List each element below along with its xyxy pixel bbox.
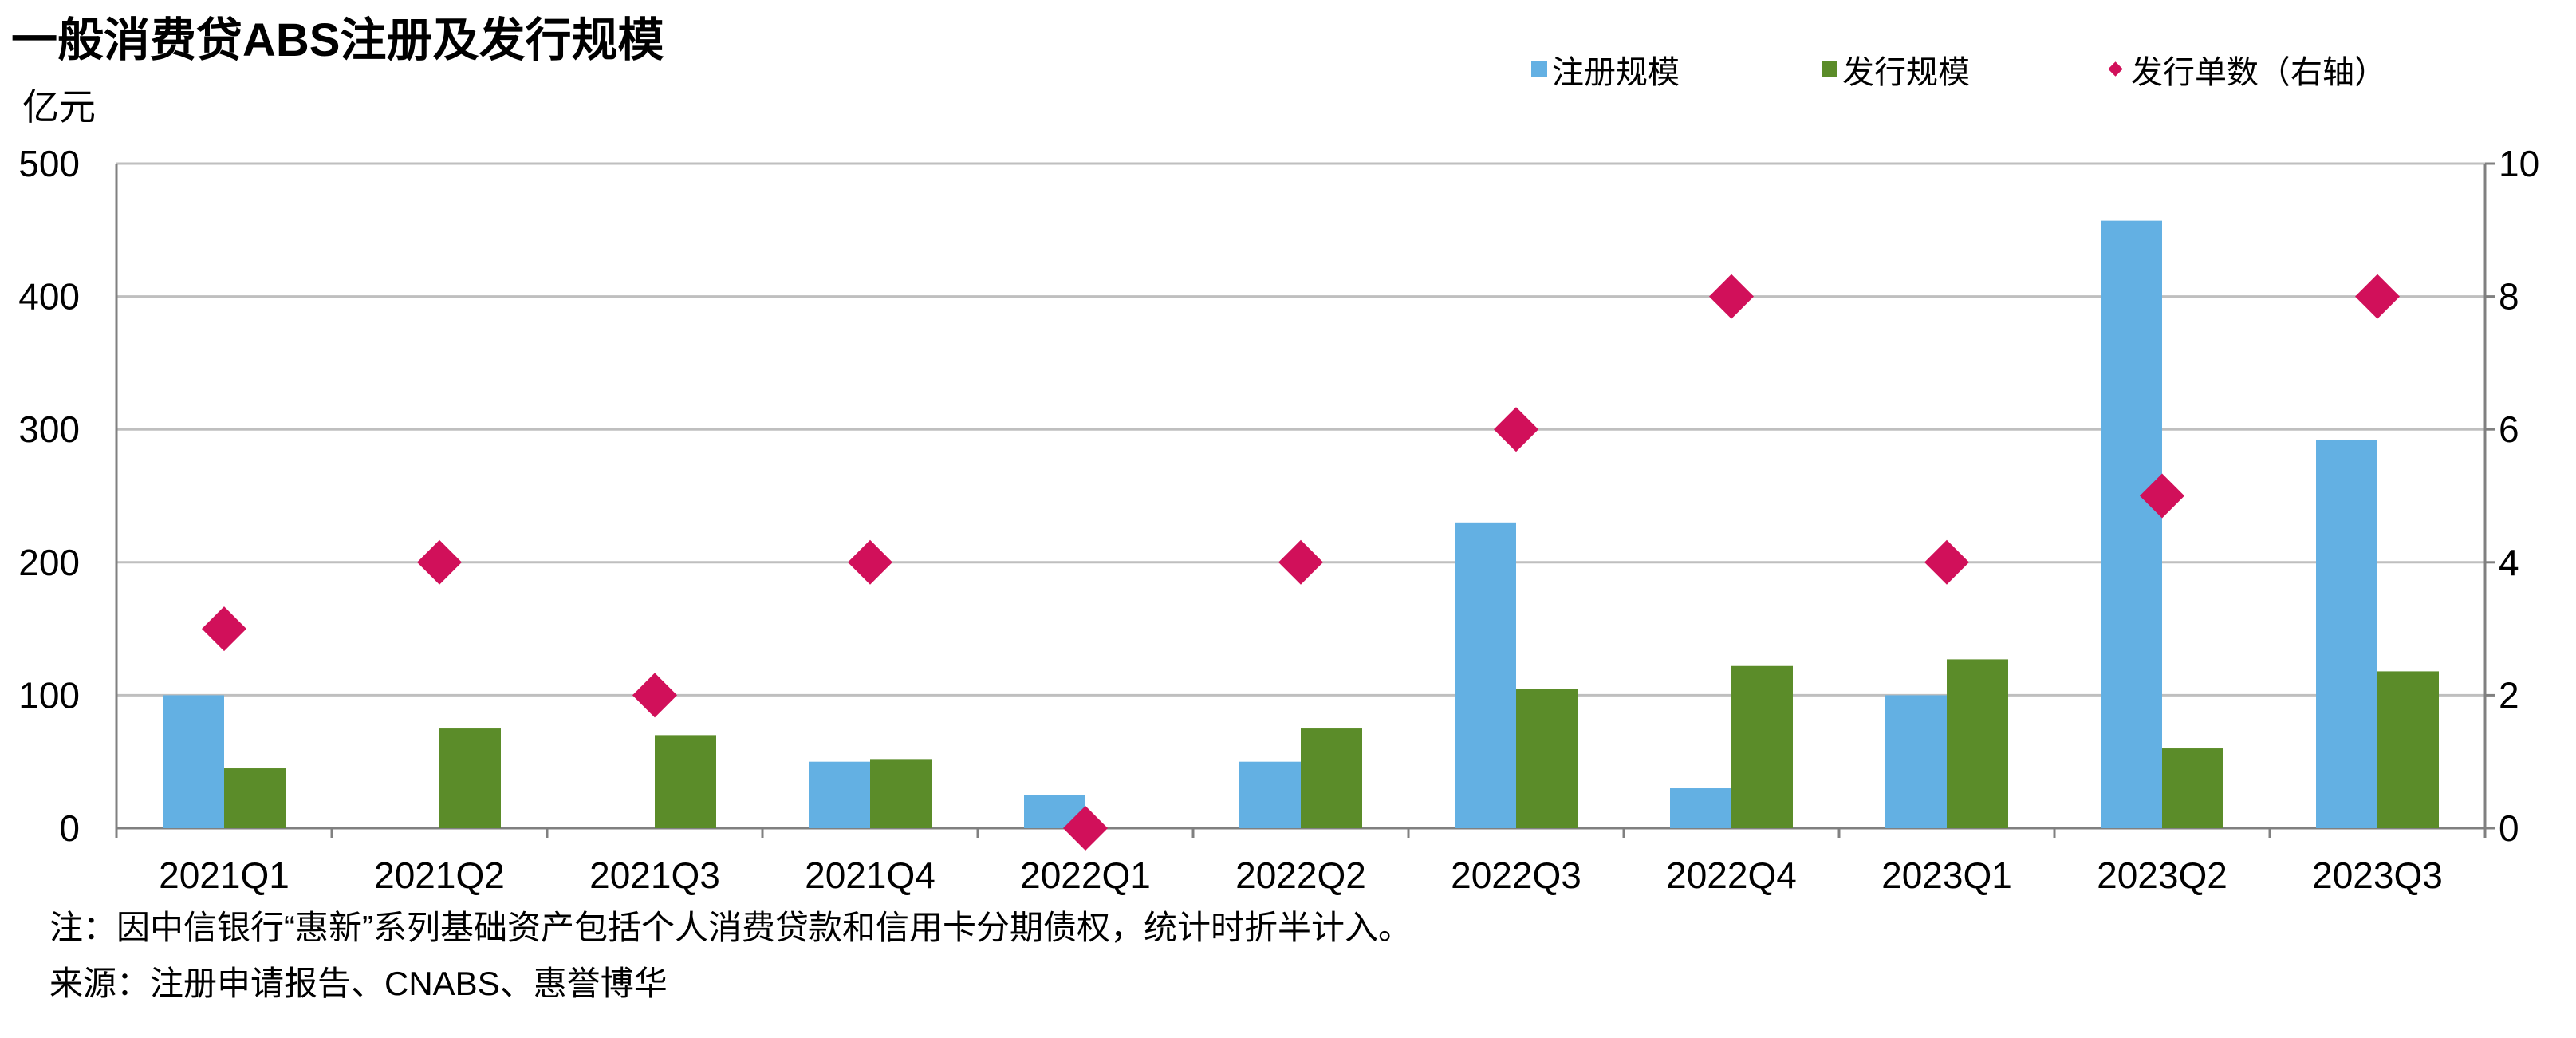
y-tick-label-100: 100 bbox=[18, 674, 80, 716]
bar-registered-2021Q1 bbox=[163, 695, 224, 828]
x-tick-label-2021Q4: 2021Q4 bbox=[805, 854, 935, 896]
y-tick-label-400: 400 bbox=[18, 276, 80, 318]
bar-issued-2023Q2 bbox=[2162, 748, 2223, 828]
marker-deal-count-2021Q4 bbox=[848, 539, 892, 585]
y2-tick-label-4: 4 bbox=[2499, 542, 2519, 583]
legend-marker-deal-count bbox=[2108, 61, 2123, 77]
legend: 注册规模 发行规模 发行单数（右轴） bbox=[1531, 55, 2386, 90]
x-tick-label-2022Q3: 2022Q3 bbox=[1451, 854, 1581, 896]
bar-issued-2021Q2 bbox=[439, 728, 501, 828]
y-tick-label-200: 200 bbox=[18, 542, 80, 583]
y2-tick-label-6: 6 bbox=[2499, 408, 2519, 450]
y2-tick-label-10: 10 bbox=[2499, 143, 2539, 184]
bar-issued-2021Q1 bbox=[224, 768, 286, 828]
deal-count-markers bbox=[202, 274, 2400, 851]
y-axis-left-ticks: 0 100 200 300 400 500 bbox=[18, 143, 80, 849]
legend-swatch-issued bbox=[1822, 61, 1837, 77]
y-tick-label-300: 300 bbox=[18, 408, 80, 450]
bar-issued-2022Q4 bbox=[1731, 665, 1793, 828]
x-tick-label-2021Q1: 2021Q1 bbox=[159, 854, 290, 896]
footnote: 注：因中信银行“惠新”系列基础资产包括个人消费贷款和信用卡分期债权，统计时折半计… bbox=[49, 909, 1412, 946]
bar-issued-2023Q3 bbox=[2377, 671, 2439, 828]
y-axis-unit: 亿元 bbox=[22, 86, 96, 128]
chart-title: 一般消费贷ABS注册及发行规模 bbox=[11, 14, 664, 66]
source-note: 来源：注册申请报告、CNABS、惠誉博华 bbox=[49, 965, 668, 1002]
x-tick-label-2022Q4: 2022Q4 bbox=[1666, 854, 1797, 896]
bar-issued-2022Q3 bbox=[1516, 689, 1578, 828]
marker-deal-count-2023Q3 bbox=[2355, 274, 2400, 319]
x-tick-label-2022Q1: 2022Q1 bbox=[1020, 854, 1151, 896]
x-tick-label-2021Q3: 2021Q3 bbox=[589, 854, 720, 896]
bar-registered-2022Q4 bbox=[1670, 788, 1731, 828]
y-tick-label-0: 0 bbox=[59, 807, 80, 849]
legend-swatch-registered bbox=[1531, 61, 1547, 77]
x-tick-label-2023Q2: 2023Q2 bbox=[2097, 854, 2227, 896]
bar-registered-2023Q3 bbox=[2316, 440, 2377, 828]
bar-issued-2021Q4 bbox=[870, 759, 932, 828]
bar-registered-2022Q2 bbox=[1239, 761, 1301, 828]
gridlines bbox=[116, 162, 2485, 697]
marker-deal-count-2022Q1 bbox=[1063, 806, 1108, 851]
marker-deal-count-2021Q3 bbox=[632, 673, 677, 718]
bar-issued-2023Q1 bbox=[1947, 659, 2008, 828]
bar-registered-2023Q2 bbox=[2101, 220, 2162, 828]
x-axis-categories: 2021Q1 2021Q2 2021Q3 2021Q4 2022Q1 2022Q2 2022… bbox=[159, 854, 2443, 896]
y2-tick-label-8: 8 bbox=[2499, 276, 2519, 318]
x-tick-label-2023Q1: 2023Q1 bbox=[1881, 854, 2012, 896]
bar-registered-2023Q1 bbox=[1885, 695, 1947, 828]
y-tick-label-500: 500 bbox=[18, 143, 80, 184]
x-tick-label-2021Q2: 2021Q2 bbox=[374, 854, 505, 896]
y2-tick-label-0: 0 bbox=[2499, 807, 2519, 849]
bars bbox=[163, 220, 2439, 828]
marker-deal-count-2023Q1 bbox=[1924, 539, 1969, 585]
marker-deal-count-2021Q2 bbox=[417, 539, 462, 585]
x-tick-label-2023Q3: 2023Q3 bbox=[2312, 854, 2443, 896]
y-axis-right-ticks: 0 2 4 6 8 10 bbox=[2499, 143, 2539, 849]
legend-label-deal-count: 发行单数（右轴） bbox=[2131, 55, 2386, 90]
marker-deal-count-2022Q4 bbox=[1709, 274, 1754, 319]
marker-deal-count-2022Q3 bbox=[1494, 407, 1538, 452]
bar-issued-2022Q2 bbox=[1301, 728, 1362, 828]
bar-registered-2021Q4 bbox=[809, 761, 870, 828]
marker-deal-count-2022Q2 bbox=[1278, 539, 1323, 585]
y2-tick-label-2: 2 bbox=[2499, 674, 2519, 716]
legend-label-registered: 注册规模 bbox=[1552, 55, 1680, 90]
x-tick-label-2022Q2: 2022Q2 bbox=[1235, 854, 1366, 896]
bar-registered-2022Q3 bbox=[1455, 522, 1516, 828]
legend-label-issued: 发行规模 bbox=[1842, 55, 1970, 90]
bar-issued-2021Q3 bbox=[655, 735, 716, 828]
marker-deal-count-2021Q1 bbox=[202, 606, 246, 652]
marker-deal-count-2023Q2 bbox=[2140, 473, 2184, 519]
